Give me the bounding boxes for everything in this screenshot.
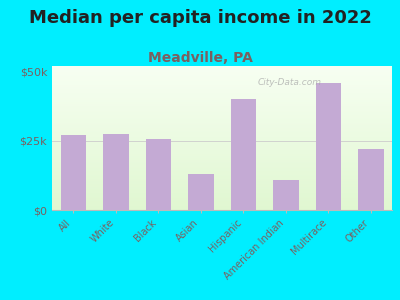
- Bar: [230, 99, 256, 210]
- Bar: [316, 82, 341, 210]
- Bar: [188, 174, 214, 210]
- Text: City-Data.com: City-Data.com: [258, 78, 322, 87]
- Text: Median per capita income in 2022: Median per capita income in 2022: [28, 9, 372, 27]
- Bar: [273, 179, 298, 210]
- Bar: [103, 134, 128, 210]
- Bar: [60, 135, 86, 210]
- Text: Meadville, PA: Meadville, PA: [148, 51, 252, 65]
- Bar: [146, 140, 171, 210]
- Bar: [358, 149, 384, 210]
